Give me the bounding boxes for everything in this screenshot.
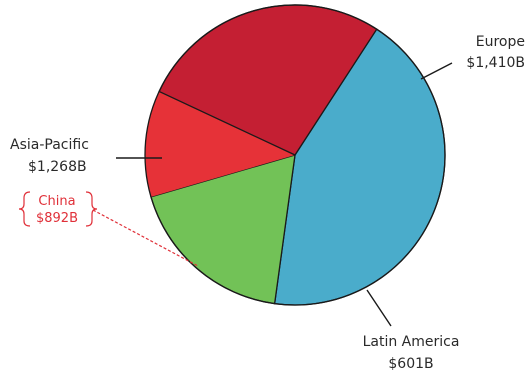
pie-slices bbox=[144, 4, 446, 306]
slice-china bbox=[145, 91, 295, 197]
europe-label: Europe bbox=[476, 34, 525, 50]
pie-outline bbox=[144, 4, 446, 306]
asia-pacific-value: $1,268B bbox=[28, 159, 87, 175]
latin-america-value: $601B bbox=[388, 356, 433, 372]
asia-pacific-label: Asia-Pacific bbox=[10, 137, 89, 153]
latin-america-leader-line bbox=[366, 289, 392, 327]
europe-value: $1,410B bbox=[466, 55, 525, 71]
china-value: $892B bbox=[36, 211, 78, 226]
china-bracket-left bbox=[18, 191, 31, 227]
china-label: China bbox=[38, 194, 75, 209]
latin-america-label: Latin America bbox=[363, 334, 460, 350]
europe-leader-line bbox=[420, 62, 453, 80]
china-bracket-right bbox=[85, 191, 98, 227]
